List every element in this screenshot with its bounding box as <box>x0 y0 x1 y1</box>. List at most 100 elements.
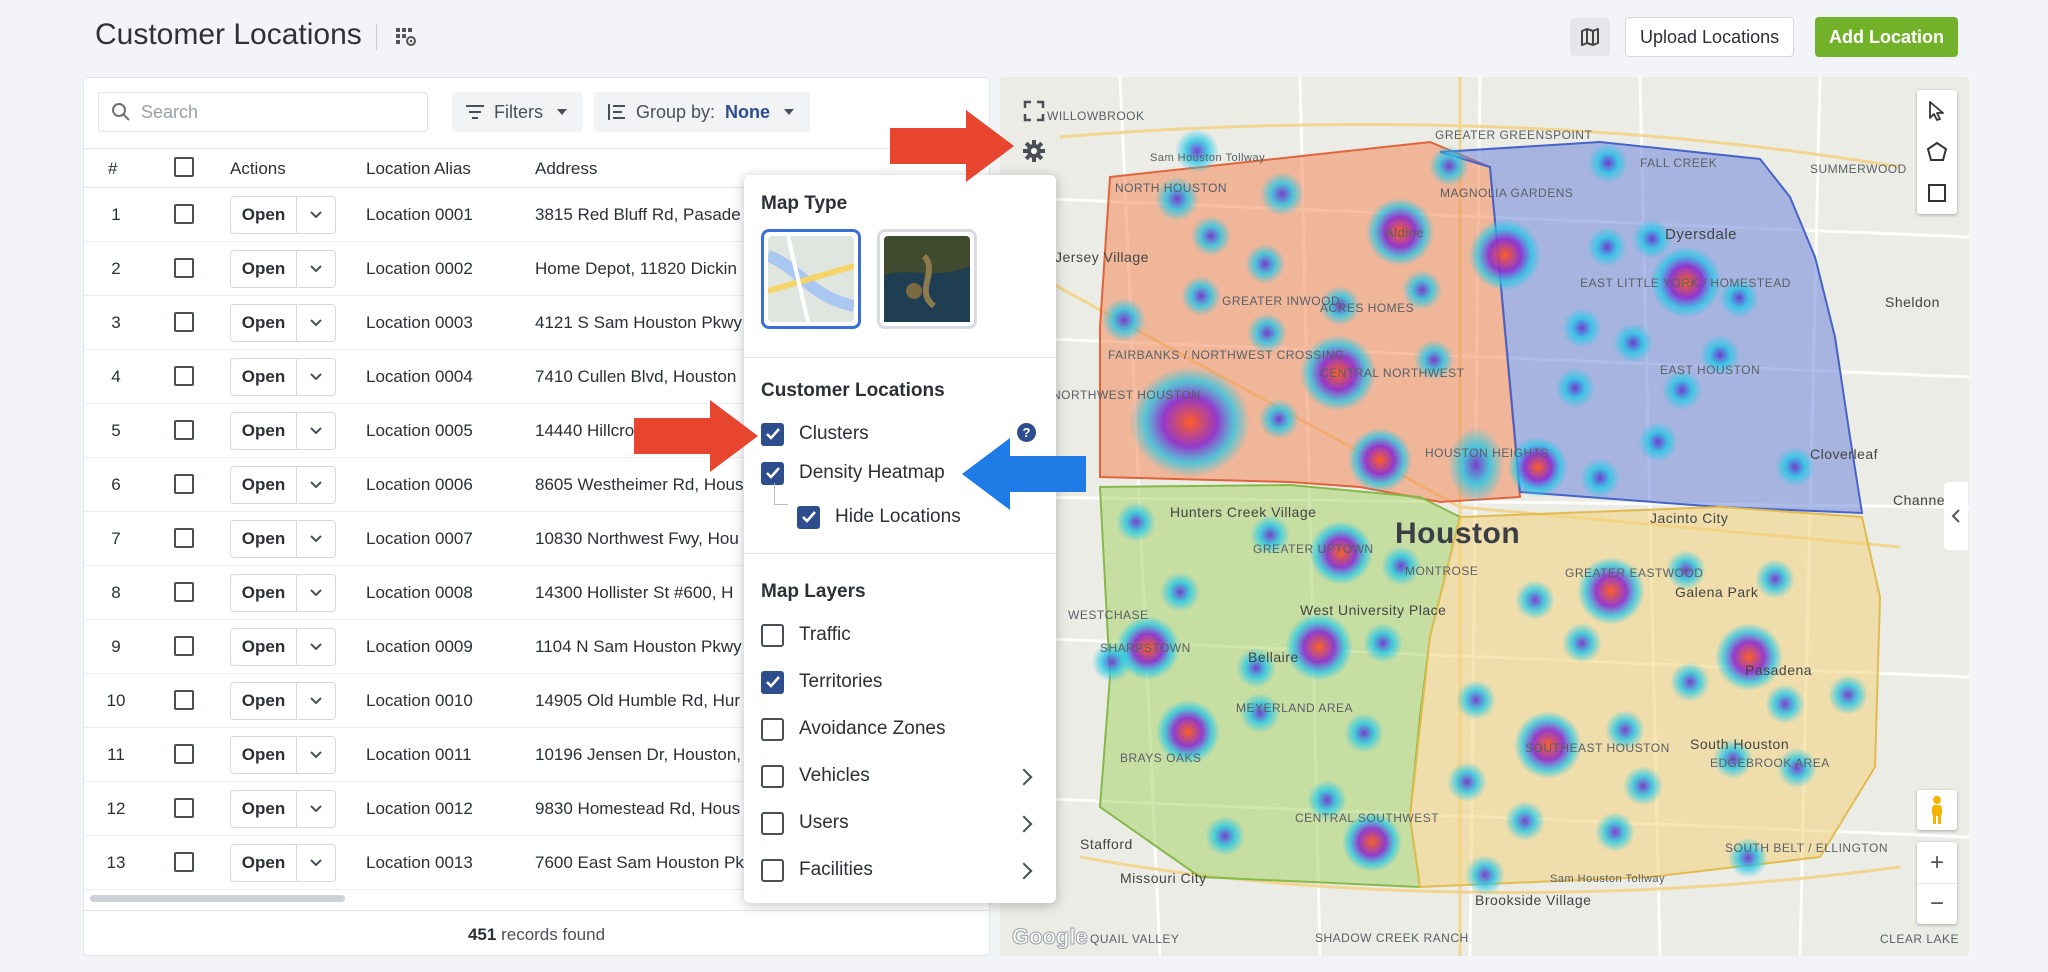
horizontal-scrollbar[interactable] <box>90 895 345 902</box>
row-checkbox[interactable] <box>174 366 194 386</box>
facilities-option[interactable]: Facilities <box>761 856 873 884</box>
open-button[interactable]: Open <box>231 305 297 341</box>
users-checkbox[interactable] <box>761 811 784 835</box>
zoom-out-button[interactable]: − <box>1917 883 1957 924</box>
select-all-checkbox[interactable] <box>174 157 194 177</box>
location-address: 3815 Red Bluff Rd, Pasade <box>535 205 741 224</box>
open-button[interactable]: Open <box>231 683 297 719</box>
map-type-roadmap[interactable] <box>761 229 861 329</box>
density-heatmap-checkbox[interactable] <box>761 461 784 485</box>
map-settings-icon[interactable] <box>394 25 418 49</box>
fullscreen-button[interactable] <box>1011 93 1057 129</box>
open-button[interactable]: Open <box>231 521 297 557</box>
open-menu-button[interactable] <box>297 791 335 827</box>
open-menu-button[interactable] <box>297 305 335 341</box>
table-row[interactable]: 3 Open Location 0003 4121 S Sam Houston Pkw… <box>84 296 989 350</box>
avoidance-zones-option[interactable]: Avoidance Zones <box>761 715 945 743</box>
open-menu-button[interactable] <box>297 683 335 719</box>
users-option[interactable]: Users <box>761 809 849 837</box>
open-menu-button[interactable] <box>297 251 335 287</box>
hide-locations-option[interactable]: Hide Locations <box>797 503 961 531</box>
map-settings-button[interactable] <box>1011 133 1057 169</box>
table-row[interactable]: 2 Open Location 0002 Home Depot, 11820 Dick… <box>84 242 989 296</box>
filters-button[interactable]: Filters <box>452 92 583 132</box>
chevron-right-icon[interactable] <box>1015 815 1033 833</box>
row-checkbox[interactable] <box>174 636 194 656</box>
vehicles-option[interactable]: Vehicles <box>761 762 870 790</box>
chevron-right-icon[interactable] <box>1015 768 1033 786</box>
map-type-satellite[interactable] <box>877 229 977 329</box>
table-row[interactable]: 6 Open Location 0006 8605 Westheimer Rd, Ho… <box>84 458 989 512</box>
table-row[interactable]: 13 Open Location 0013 7600 East Sam Houston… <box>84 836 989 890</box>
row-checkbox[interactable] <box>174 690 194 710</box>
facilities-checkbox[interactable] <box>761 858 784 882</box>
help-icon[interactable]: ? <box>1017 423 1036 442</box>
row-checkbox[interactable] <box>174 528 194 548</box>
traffic-checkbox[interactable] <box>761 623 784 647</box>
clusters-checkbox[interactable] <box>761 422 784 446</box>
open-menu-button[interactable] <box>297 359 335 395</box>
table-row[interactable]: 11 Open Location 0011 10196 Jensen Dr, Hous… <box>84 728 989 782</box>
clusters-option[interactable]: Clusters <box>761 420 869 448</box>
open-button[interactable]: Open <box>231 251 297 287</box>
hide-locations-checkbox[interactable] <box>797 505 820 529</box>
search-input[interactable]: Search <box>98 92 428 132</box>
row-checkbox[interactable] <box>174 852 194 872</box>
upload-locations-button[interactable]: Upload Locations <box>1625 17 1795 57</box>
table-row[interactable]: 5 Open Location 0005 14440 Hillcro <box>84 404 989 458</box>
table-row[interactable]: 4 Open Location 0004 7410 Cullen Blvd, Hous… <box>84 350 989 404</box>
rectangle-tool-button[interactable] <box>1917 172 1957 213</box>
column-address[interactable]: Address <box>535 159 598 178</box>
map-view-toggle-button[interactable] <box>1570 18 1610 56</box>
column-actions[interactable]: Actions <box>230 159 286 178</box>
select-tool-button[interactable] <box>1917 90 1957 131</box>
table-row[interactable]: 12 Open Location 0012 9830 Homestead Rd, Ho… <box>84 782 989 836</box>
open-button[interactable]: Open <box>231 791 297 827</box>
open-menu-button[interactable] <box>297 521 335 557</box>
collapse-panel-button[interactable] <box>1944 482 1968 550</box>
row-checkbox[interactable] <box>174 798 194 818</box>
table-row[interactable]: 1 Open Location 0001 3815 Red Bluff Rd, Pas… <box>84 188 989 242</box>
row-checkbox[interactable] <box>174 474 194 494</box>
table-row[interactable]: 10 Open Location 0010 14905 Old Humble Rd, … <box>84 674 989 728</box>
map-canvas[interactable]: WILLOWBROOK NORTH HOUSTON GREATER GREENS… <box>1000 77 1969 956</box>
open-menu-button[interactable] <box>297 629 335 665</box>
chevron-right-icon[interactable] <box>1015 862 1033 880</box>
table-row[interactable]: 8 Open Location 0008 14300 Hollister St #60… <box>84 566 989 620</box>
row-checkbox[interactable] <box>174 258 194 278</box>
street-view-button[interactable] <box>1917 790 1957 830</box>
table-row[interactable]: 7 Open Location 0007 10830 Northwest Fwy, H… <box>84 512 989 566</box>
open-button[interactable]: Open <box>231 413 297 449</box>
column-location-alias[interactable]: Location Alias <box>366 159 471 178</box>
open-button[interactable]: Open <box>231 737 297 773</box>
open-button[interactable]: Open <box>231 845 297 881</box>
row-checkbox[interactable] <box>174 420 194 440</box>
open-button[interactable]: Open <box>231 359 297 395</box>
open-button[interactable]: Open <box>231 575 297 611</box>
open-menu-button[interactable] <box>297 413 335 449</box>
group-by-button[interactable]: Group by: None <box>594 92 811 132</box>
row-checkbox[interactable] <box>174 582 194 602</box>
row-checkbox[interactable] <box>174 204 194 224</box>
open-menu-button[interactable] <box>297 197 335 233</box>
open-button[interactable]: Open <box>231 629 297 665</box>
density-heatmap-option[interactable]: Density Heatmap <box>761 459 945 487</box>
open-menu-button[interactable] <box>297 575 335 611</box>
open-menu-button[interactable] <box>297 737 335 773</box>
table-row[interactable]: 9 Open Location 0009 1104 N Sam Houston Pkw… <box>84 620 989 674</box>
open-button[interactable]: Open <box>231 197 297 233</box>
open-button[interactable]: Open <box>231 467 297 503</box>
zoom-in-button[interactable]: + <box>1929 848 1944 876</box>
add-location-button[interactable]: Add Location <box>1815 17 1958 57</box>
row-checkbox[interactable] <box>174 312 194 332</box>
traffic-option[interactable]: Traffic <box>761 621 851 649</box>
territories-checkbox[interactable] <box>761 670 784 694</box>
polygon-tool-button[interactable] <box>1917 131 1957 172</box>
vehicles-checkbox[interactable] <box>761 764 784 788</box>
row-checkbox[interactable] <box>174 744 194 764</box>
territories-option[interactable]: Territories <box>761 668 882 696</box>
row-number: 9 <box>111 637 121 656</box>
open-menu-button[interactable] <box>297 467 335 503</box>
open-menu-button[interactable] <box>297 845 335 881</box>
avoidance-zones-checkbox[interactable] <box>761 717 784 741</box>
